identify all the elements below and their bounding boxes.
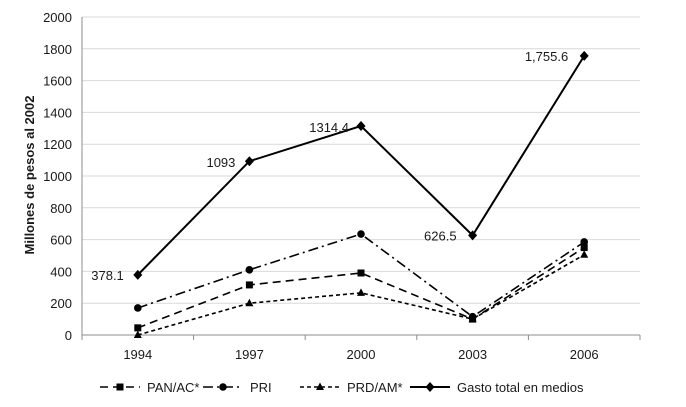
series-line [137, 254, 585, 336]
series-pan-ac [134, 244, 588, 332]
y-tick-label: 0 [65, 328, 72, 343]
legend-item: PRD/AM* [300, 380, 403, 395]
y-axis-title: Millones de pesos al 2002 [22, 96, 37, 255]
legend-item: PRI [203, 380, 272, 395]
x-tick-label: 1997 [235, 347, 264, 362]
legend-label: Gasto total en medios [457, 380, 584, 395]
x-axis: 1994 1997 2000 2003 2006 [81, 334, 641, 362]
legend-label: PRD/AM* [347, 380, 403, 395]
data-point-marker [245, 298, 254, 307]
data-point-marker [245, 281, 253, 289]
data-label: 1,755.6 [525, 49, 568, 64]
legend: PAN/AC* PRI PRD/AM* Gasto total en medios [100, 380, 584, 395]
series-line [137, 246, 585, 329]
y-tick-label: 1000 [43, 169, 72, 184]
legend-label: PRI [250, 380, 272, 395]
series-prd-am [133, 250, 589, 338]
legend-marker [316, 382, 324, 390]
data-point-marker [357, 288, 365, 296]
legend-marker [425, 382, 435, 392]
y-tick-label: 800 [50, 201, 72, 216]
data-point-marker [133, 269, 143, 280]
y-tick-label: 400 [50, 264, 72, 279]
data-label: 378.1 [91, 268, 124, 283]
series-line [137, 55, 586, 276]
x-tick-label: 2003 [458, 347, 487, 362]
legend-marker [116, 383, 124, 391]
data-point-marker [244, 156, 254, 167]
data-point-marker [356, 121, 366, 132]
x-tick-label: 2006 [570, 347, 599, 362]
legend-item: Gasto total en medios [410, 380, 584, 395]
data-point-marker [245, 266, 254, 274]
data-point-marker [357, 269, 365, 277]
y-tick-label: 600 [50, 233, 72, 248]
series-lines [133, 50, 589, 338]
y-axis: 0 200 400 600 800 1000 1200 1400 1600 1800 2000 [43, 10, 83, 343]
y-tick-label: 2000 [43, 10, 72, 25]
data-label: 1093 [206, 155, 235, 170]
data-point-marker [579, 50, 589, 61]
y-tick-label: 1200 [43, 137, 72, 152]
legend-marker [219, 383, 227, 391]
data-label: 1314.4 [309, 120, 349, 135]
data-point-marker [580, 244, 588, 252]
y-tick-label: 1600 [43, 74, 72, 89]
data-point-marker [468, 230, 478, 241]
data-label: 626.5 [424, 228, 457, 243]
y-tick-label: 1400 [43, 105, 72, 120]
data-labels: 378.1 1093 1314.4 626.5 1,755.6 [91, 49, 568, 283]
data-point-marker [357, 230, 365, 238]
legend-item: PAN/AC* [100, 380, 200, 395]
series-gasto-total-en-medios [133, 50, 589, 280]
data-point-marker [134, 304, 142, 312]
x-tick-label: 1994 [123, 347, 152, 362]
data-point-marker [580, 238, 588, 246]
data-point-marker [134, 324, 142, 332]
data-point-marker [133, 330, 142, 338]
y-tick-label: 1800 [43, 42, 72, 57]
data-point-marker [468, 314, 477, 323]
data-point-marker [580, 250, 589, 258]
y-tick-label: 200 [50, 296, 72, 311]
gridlines [82, 16, 640, 304]
x-tick-label: 2000 [347, 347, 376, 362]
legend-label: PAN/AC* [147, 380, 200, 395]
